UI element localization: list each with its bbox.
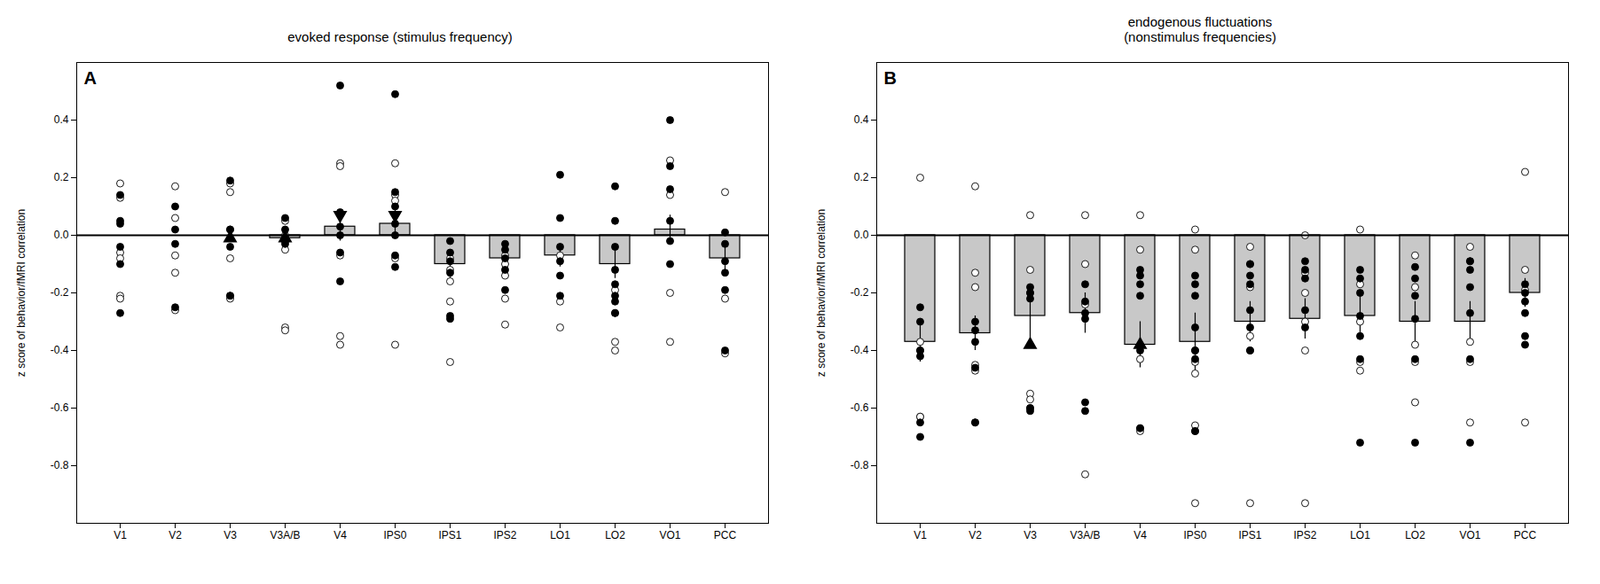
svg-text:LO2: LO2 [1404, 529, 1426, 542]
svg-text:PCC: PCC [1513, 529, 1538, 542]
svg-text:VO1: VO1 [658, 529, 681, 542]
svg-text:B: B [884, 68, 897, 88]
svg-text:-0.8: -0.8 [50, 459, 70, 472]
svg-text:-0.8: -0.8 [850, 459, 870, 472]
html-text:endogenous fluctuations (nonst: endogenous fluctuations (nonstimulus fre… [1123, 14, 1277, 45]
svg-text:-0.2: -0.2 [50, 286, 70, 299]
svg-text:0.4: 0.4 [54, 113, 70, 126]
svg-text:IPS2: IPS2 [1293, 529, 1317, 542]
html-text:evoked response (stimulus freq: evoked response (stimulus frequency) [287, 29, 513, 45]
svg-text:IPS0: IPS0 [1183, 529, 1207, 542]
svg-text:V3A/B: V3A/B [1069, 529, 1100, 542]
svg-text:-0.4: -0.4 [50, 344, 70, 357]
svg-text:LO1: LO1 [1349, 529, 1371, 542]
svg-text:V4: V4 [1133, 529, 1147, 542]
svg-text:0.2: 0.2 [854, 171, 870, 184]
svg-text:IPS2: IPS2 [493, 529, 517, 542]
svg-text:V3: V3 [1023, 529, 1037, 542]
svg-text:z score of behavior/fMRI corre: z score of behavior/fMRI correlation [15, 209, 28, 377]
svg-text:-0.6: -0.6 [850, 401, 870, 415]
svg-text:0.0: 0.0 [54, 228, 70, 242]
svg-text:VO1: VO1 [1458, 529, 1481, 542]
svg-text:V2: V2 [968, 529, 982, 542]
svg-text:LO1: LO1 [549, 529, 571, 542]
svg-text:PCC: PCC [713, 529, 738, 542]
svg-text:IPS1: IPS1 [1238, 529, 1262, 542]
svg-text:0.2: 0.2 [54, 171, 70, 184]
svg-text:V3: V3 [223, 529, 237, 542]
svg-text:z score of behavior/fMRI corre: z score of behavior/fMRI correlation [815, 209, 828, 377]
svg-text:0.0: 0.0 [854, 228, 870, 242]
svg-text:V3A/B: V3A/B [269, 529, 300, 542]
svg-text:-0.6: -0.6 [50, 401, 70, 415]
svg-text:-0.4: -0.4 [850, 344, 870, 357]
svg-text:LO2: LO2 [604, 529, 626, 542]
svg-text:-0.2: -0.2 [850, 286, 870, 299]
svg-text:V2: V2 [168, 529, 182, 542]
svg-text:IPS0: IPS0 [383, 529, 407, 542]
svg-text:0.4: 0.4 [854, 113, 870, 126]
svg-text:IPS1: IPS1 [438, 529, 462, 542]
svg-text:A: A [84, 68, 97, 88]
svg-text:V1: V1 [113, 529, 127, 542]
svg-text:V1: V1 [913, 529, 927, 542]
svg-text:V4: V4 [333, 529, 347, 542]
